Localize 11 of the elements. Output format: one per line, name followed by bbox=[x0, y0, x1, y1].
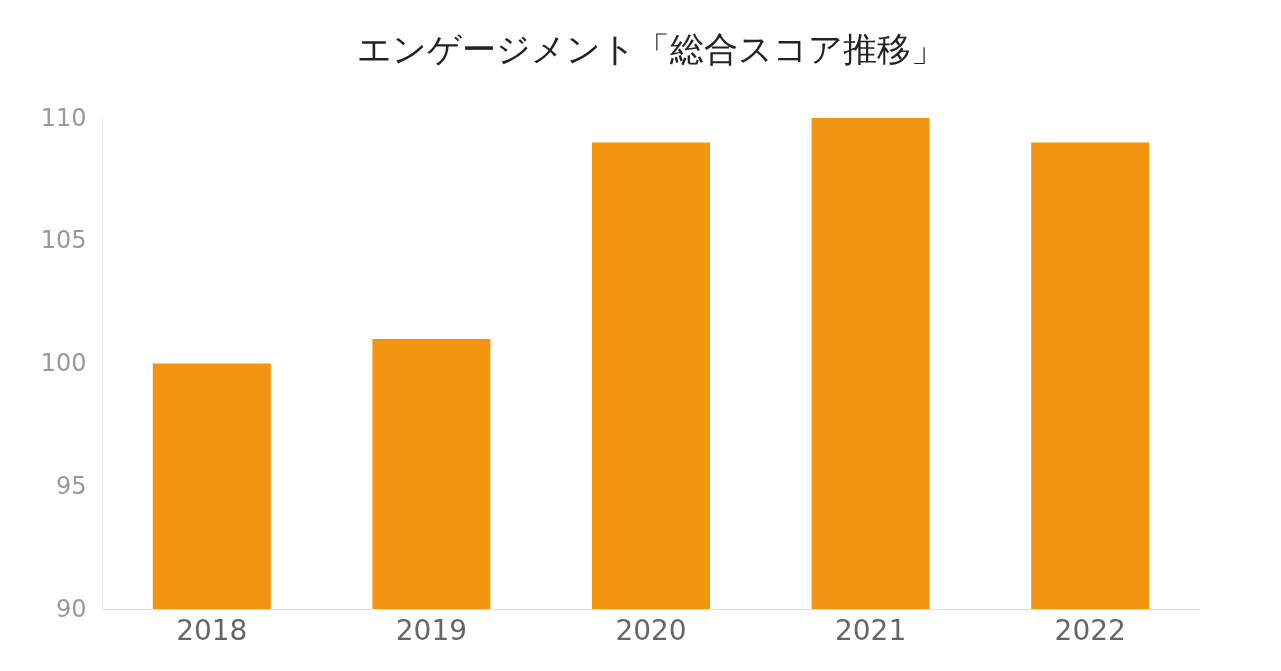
y-tick-label: 105 bbox=[40, 226, 87, 255]
x-tick-label: 2019 bbox=[395, 613, 468, 647]
x-tick-label: 2018 bbox=[176, 613, 248, 647]
y-tick-label: 110 bbox=[40, 103, 87, 132]
x-tick-label: 2021 bbox=[834, 613, 907, 647]
y-tick-label: 100 bbox=[40, 349, 87, 377]
y-tick-label: 90 bbox=[55, 594, 87, 623]
x-tick-label: 2020 bbox=[615, 613, 687, 647]
chart-title: エンゲージメント「総合スコア推移」 bbox=[357, 30, 945, 68]
y-tick-label: 95 bbox=[55, 471, 87, 500]
x-tick-label: 2022 bbox=[1054, 613, 1126, 647]
